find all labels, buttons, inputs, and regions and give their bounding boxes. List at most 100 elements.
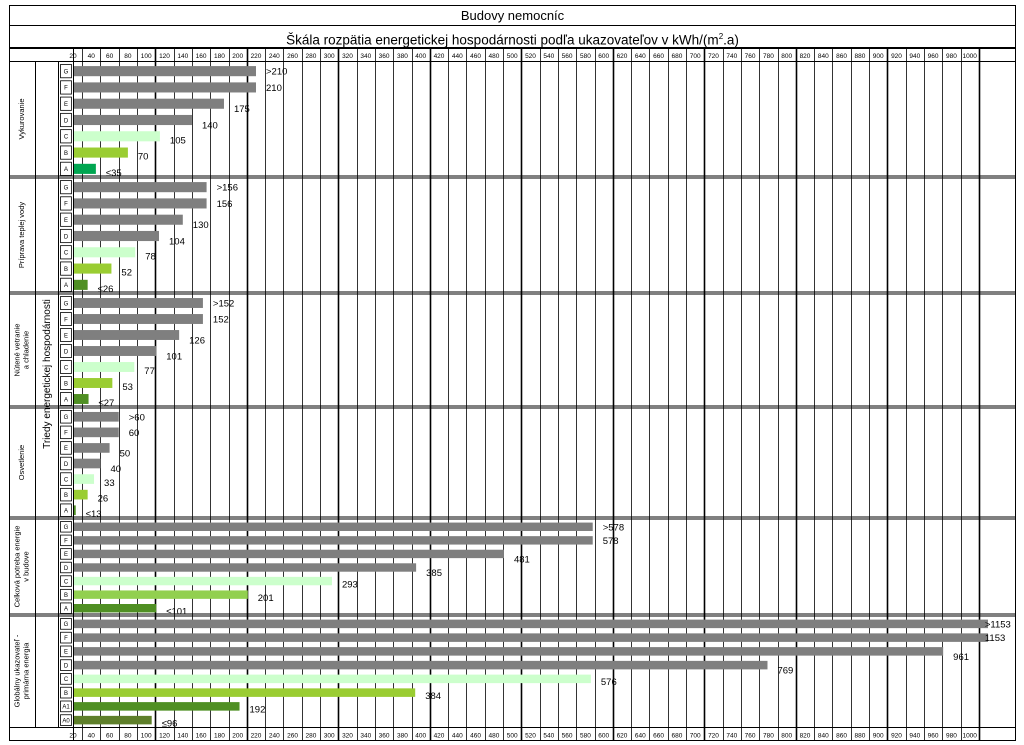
bar-0-B xyxy=(74,147,128,158)
top-tick-label-40: 40 xyxy=(88,53,96,60)
group-name-1-line-0: Príprava teplej vody xyxy=(17,202,26,269)
bottom-tick-label-1000: 1000 xyxy=(962,733,977,740)
class-box-5-B xyxy=(60,686,72,699)
top-tick-label-820: 820 xyxy=(800,53,811,60)
top-tick-label-420: 420 xyxy=(434,53,445,60)
value-label-2-F: 152 xyxy=(213,315,229,326)
top-tick-label-500: 500 xyxy=(507,53,518,60)
y-axis-label: Triedy energetickej hospodárnosti xyxy=(42,299,53,449)
top-tick-label-380: 380 xyxy=(397,53,408,60)
top-tick-label-220: 220 xyxy=(251,53,262,60)
class-box-4-D xyxy=(60,561,72,574)
bottom-tick-label-540: 540 xyxy=(543,733,554,740)
value-label-1-E: 130 xyxy=(193,220,209,231)
top-tick-label-680: 680 xyxy=(671,53,682,60)
class-label-5-F: F xyxy=(64,636,68,642)
class-label-2-D: D xyxy=(64,349,69,355)
top-tick-label-560: 560 xyxy=(562,53,573,60)
top-tick-label-660: 660 xyxy=(653,53,664,60)
bottom-tick-label-940: 940 xyxy=(909,733,920,740)
class-label-0-E: E xyxy=(64,102,68,108)
top-tick-label-400: 400 xyxy=(415,53,426,60)
bar-5-C xyxy=(74,674,591,684)
bar-3-B xyxy=(74,489,88,500)
top-tick-label-240: 240 xyxy=(269,53,280,60)
bottom-tick-label-640: 640 xyxy=(635,733,646,740)
bottom-tick-label-180: 180 xyxy=(214,733,225,740)
value-label-1-G: >156 xyxy=(217,183,238,194)
bar-4-B xyxy=(74,590,248,599)
bar-3-C xyxy=(74,474,95,484)
class-label-3-D: D xyxy=(64,462,69,468)
top-tick-label-540: 540 xyxy=(543,53,554,60)
bottom-tick-label-700: 700 xyxy=(690,733,701,740)
class-label-4-G: G xyxy=(64,525,69,531)
group-name-2-line-0: Nútené vetranie xyxy=(13,324,22,377)
subtitle-suffix: .a) xyxy=(723,32,739,48)
top-tick-label-840: 840 xyxy=(818,53,829,60)
bar-0-G xyxy=(74,66,256,77)
class-label-1-C: C xyxy=(64,251,69,257)
bar-0-E xyxy=(74,98,224,109)
value-label-5-A0: ≤96 xyxy=(162,718,178,729)
top-tick-label-200: 200 xyxy=(232,53,243,60)
group-name-5-line-0: Globálny ukazovateľ - xyxy=(13,634,22,707)
class-box-1-D xyxy=(60,228,72,244)
bottom-tick-label-300: 300 xyxy=(324,733,335,740)
bottom-tick-label-620: 620 xyxy=(617,733,628,740)
class-label-4-C: C xyxy=(64,579,69,585)
bottom-tick-label-500: 500 xyxy=(507,733,518,740)
top-tick-label-620: 620 xyxy=(617,53,628,60)
top-tick-label-180: 180 xyxy=(214,53,225,60)
value-label-4-F: 578 xyxy=(603,536,619,547)
class-label-4-F: F xyxy=(64,539,68,545)
value-label-2-G: >152 xyxy=(213,299,234,310)
top-tick-label-100: 100 xyxy=(141,53,152,60)
value-label-0-C: 105 xyxy=(170,135,186,146)
top-tick-label-300: 300 xyxy=(324,53,335,60)
value-label-0-A: ≤35 xyxy=(106,168,122,179)
value-label-4-C: 293 xyxy=(342,579,358,590)
class-label-2-F: F xyxy=(64,317,68,323)
top-tick-label-700: 700 xyxy=(690,53,701,60)
value-label-3-E: 50 xyxy=(120,448,131,459)
class-box-4-B xyxy=(60,588,72,601)
chart-subtitle: Škála rozpätia energetickej hospodárnost… xyxy=(9,25,1016,48)
bottom-tick-label-60: 60 xyxy=(106,733,114,740)
bottom-tick-label-920: 920 xyxy=(891,733,902,740)
value-label-2-A: ≤27 xyxy=(99,398,115,409)
value-label-0-E: 175 xyxy=(234,104,250,115)
bar-4-C xyxy=(74,576,332,586)
value-label-3-D: 40 xyxy=(110,464,121,475)
top-tick-label-800: 800 xyxy=(781,53,792,60)
class-label-1-E: E xyxy=(64,218,68,224)
class-box-3-E xyxy=(60,441,72,455)
bar-3-F xyxy=(74,427,119,438)
class-box-4-F xyxy=(60,534,72,547)
value-label-2-C: 77 xyxy=(144,366,155,377)
group-name-4-line-0: Celková potreba energie xyxy=(13,526,22,608)
top-tick-label-460: 460 xyxy=(470,53,481,60)
top-tick-label-280: 280 xyxy=(305,53,316,60)
top-tick-label-320: 320 xyxy=(342,53,353,60)
bar-2-G xyxy=(74,298,203,308)
top-tick-label-940: 940 xyxy=(909,53,920,60)
top-tick-label-520: 520 xyxy=(525,53,536,60)
class-box-3-C xyxy=(60,472,72,486)
bar-3-A xyxy=(74,505,76,516)
class-label-5-A0: A0 xyxy=(62,718,70,724)
class-label-2-C: C xyxy=(64,365,69,371)
class-label-3-C: C xyxy=(64,477,69,483)
bottom-tick-label-380: 380 xyxy=(397,733,408,740)
value-label-4-D: 385 xyxy=(426,568,442,579)
class-box-2-G xyxy=(60,296,72,310)
value-label-5-G: >1153 xyxy=(985,619,1011,630)
class-label-3-E: E xyxy=(64,446,68,452)
class-label-0-G: G xyxy=(64,69,69,75)
top-tick-label-640: 640 xyxy=(635,53,646,60)
class-label-2-A: A xyxy=(64,397,68,403)
bar-5-A1 xyxy=(74,702,240,711)
class-box-5-C xyxy=(60,673,72,685)
